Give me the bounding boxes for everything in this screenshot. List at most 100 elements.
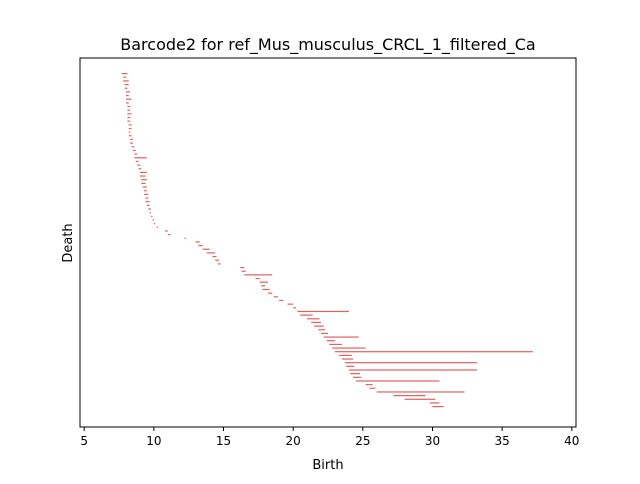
barcode-bar xyxy=(124,87,128,89)
x-tick-label: 10 xyxy=(146,434,161,448)
barcode-bar xyxy=(212,255,217,258)
barcode-bar xyxy=(164,230,168,232)
barcode-bar xyxy=(355,380,440,382)
x-tick-label: 20 xyxy=(286,434,301,448)
barcode-bar xyxy=(128,124,132,126)
barcode-bar xyxy=(146,204,150,206)
barcode-bar xyxy=(323,336,359,338)
barcode-bar xyxy=(334,351,533,353)
x-tick-label: 5 xyxy=(80,434,88,448)
bars-group xyxy=(121,73,533,408)
barcode-bar xyxy=(123,80,129,82)
barcode-bar xyxy=(348,369,478,371)
barcode-bar xyxy=(365,384,373,386)
barcode-bar xyxy=(198,244,203,247)
barcode-bar xyxy=(300,314,313,316)
barcode-bar xyxy=(259,281,269,283)
barcode-bar xyxy=(329,343,342,345)
barcode-bar xyxy=(125,98,132,100)
x-axis-ticks: 5 10 15 20 25 30 35 40 xyxy=(80,427,579,448)
barcode-bar xyxy=(139,175,146,177)
barcode-bar xyxy=(127,109,131,111)
barcode-bar xyxy=(353,376,362,378)
barcode-bar xyxy=(130,138,133,141)
barcode-bar xyxy=(311,321,322,324)
barcode-bar xyxy=(206,252,216,254)
barcode-bar xyxy=(127,120,131,122)
barcode-bar xyxy=(273,296,278,298)
barcode-bar xyxy=(321,332,328,335)
barcode-bar xyxy=(404,398,436,400)
barcode-bar xyxy=(341,358,354,360)
barcode-bar xyxy=(130,142,133,144)
barcode-bar xyxy=(293,307,296,309)
barcode-bar xyxy=(314,325,324,327)
barcode-bar xyxy=(332,347,366,349)
barcode-bar xyxy=(429,402,440,404)
barcode-bar xyxy=(318,329,326,331)
barcode-bar xyxy=(139,171,147,174)
barcode-bar xyxy=(125,102,129,104)
barcode-bar xyxy=(132,149,136,152)
x-tick-label: 25 xyxy=(355,434,370,448)
barcode-bar xyxy=(156,226,159,228)
barcode-bar xyxy=(339,354,352,356)
barcode-bar xyxy=(240,266,245,269)
barcode-bar xyxy=(393,395,426,397)
barcode-bar xyxy=(124,83,129,86)
barcode-bar xyxy=(149,212,152,214)
barcode-bar xyxy=(152,219,154,221)
barcode-bar xyxy=(151,215,153,217)
barcode-bar xyxy=(307,318,320,320)
barcode-bar xyxy=(144,190,147,192)
barcode-bar xyxy=(195,241,200,243)
barcode-bar xyxy=(432,406,444,408)
barcode-bar xyxy=(262,288,270,291)
barcode-bar xyxy=(127,105,131,108)
barcode-bar xyxy=(128,127,132,130)
barcode-bar xyxy=(202,248,210,250)
chart-title: Barcode2 for ref_Mus_musculus_CRCL_1_fil… xyxy=(120,35,535,55)
barcode-bar xyxy=(241,270,246,272)
barcode-bar xyxy=(376,391,465,393)
x-tick-label: 40 xyxy=(564,434,579,448)
barcode-bar xyxy=(127,116,131,119)
barcode-bar xyxy=(167,234,171,236)
barcode-bar xyxy=(153,223,156,225)
barcode-bar xyxy=(344,362,478,364)
barcode-bar xyxy=(134,157,147,159)
barcode-bar xyxy=(144,193,149,195)
barcode-bar xyxy=(131,146,135,148)
barcode-bar xyxy=(148,208,152,210)
barcode-bar xyxy=(217,263,221,265)
barcode-bar xyxy=(125,91,131,93)
barcode-bar xyxy=(369,387,376,389)
barcode-bar xyxy=(134,153,138,155)
barcode-bar xyxy=(326,340,335,342)
barcode-bar xyxy=(215,259,220,261)
barcode-bar xyxy=(145,197,149,199)
barcode-bar xyxy=(142,186,147,188)
barcode-bar xyxy=(346,365,355,367)
x-tick-label: 15 xyxy=(216,434,231,448)
barcode-bar xyxy=(127,113,132,115)
y-axis-label: Death xyxy=(61,223,76,262)
barcode-bar xyxy=(255,277,260,280)
barcode-bar xyxy=(141,179,147,181)
barcode-bar xyxy=(128,135,132,137)
barcode-bar xyxy=(244,274,273,276)
x-tick-label: 35 xyxy=(495,434,510,448)
barcode-bar xyxy=(135,160,139,163)
barcode-bar xyxy=(184,237,186,239)
barcode-bar xyxy=(137,164,140,166)
barcode-bar xyxy=(141,182,146,184)
barcode-bar xyxy=(128,131,131,133)
barcode-bar xyxy=(261,285,266,287)
barcode-bar xyxy=(279,299,284,302)
x-tick-label: 30 xyxy=(425,434,440,448)
plot-frame xyxy=(79,57,577,428)
barcode-bar xyxy=(138,168,142,170)
